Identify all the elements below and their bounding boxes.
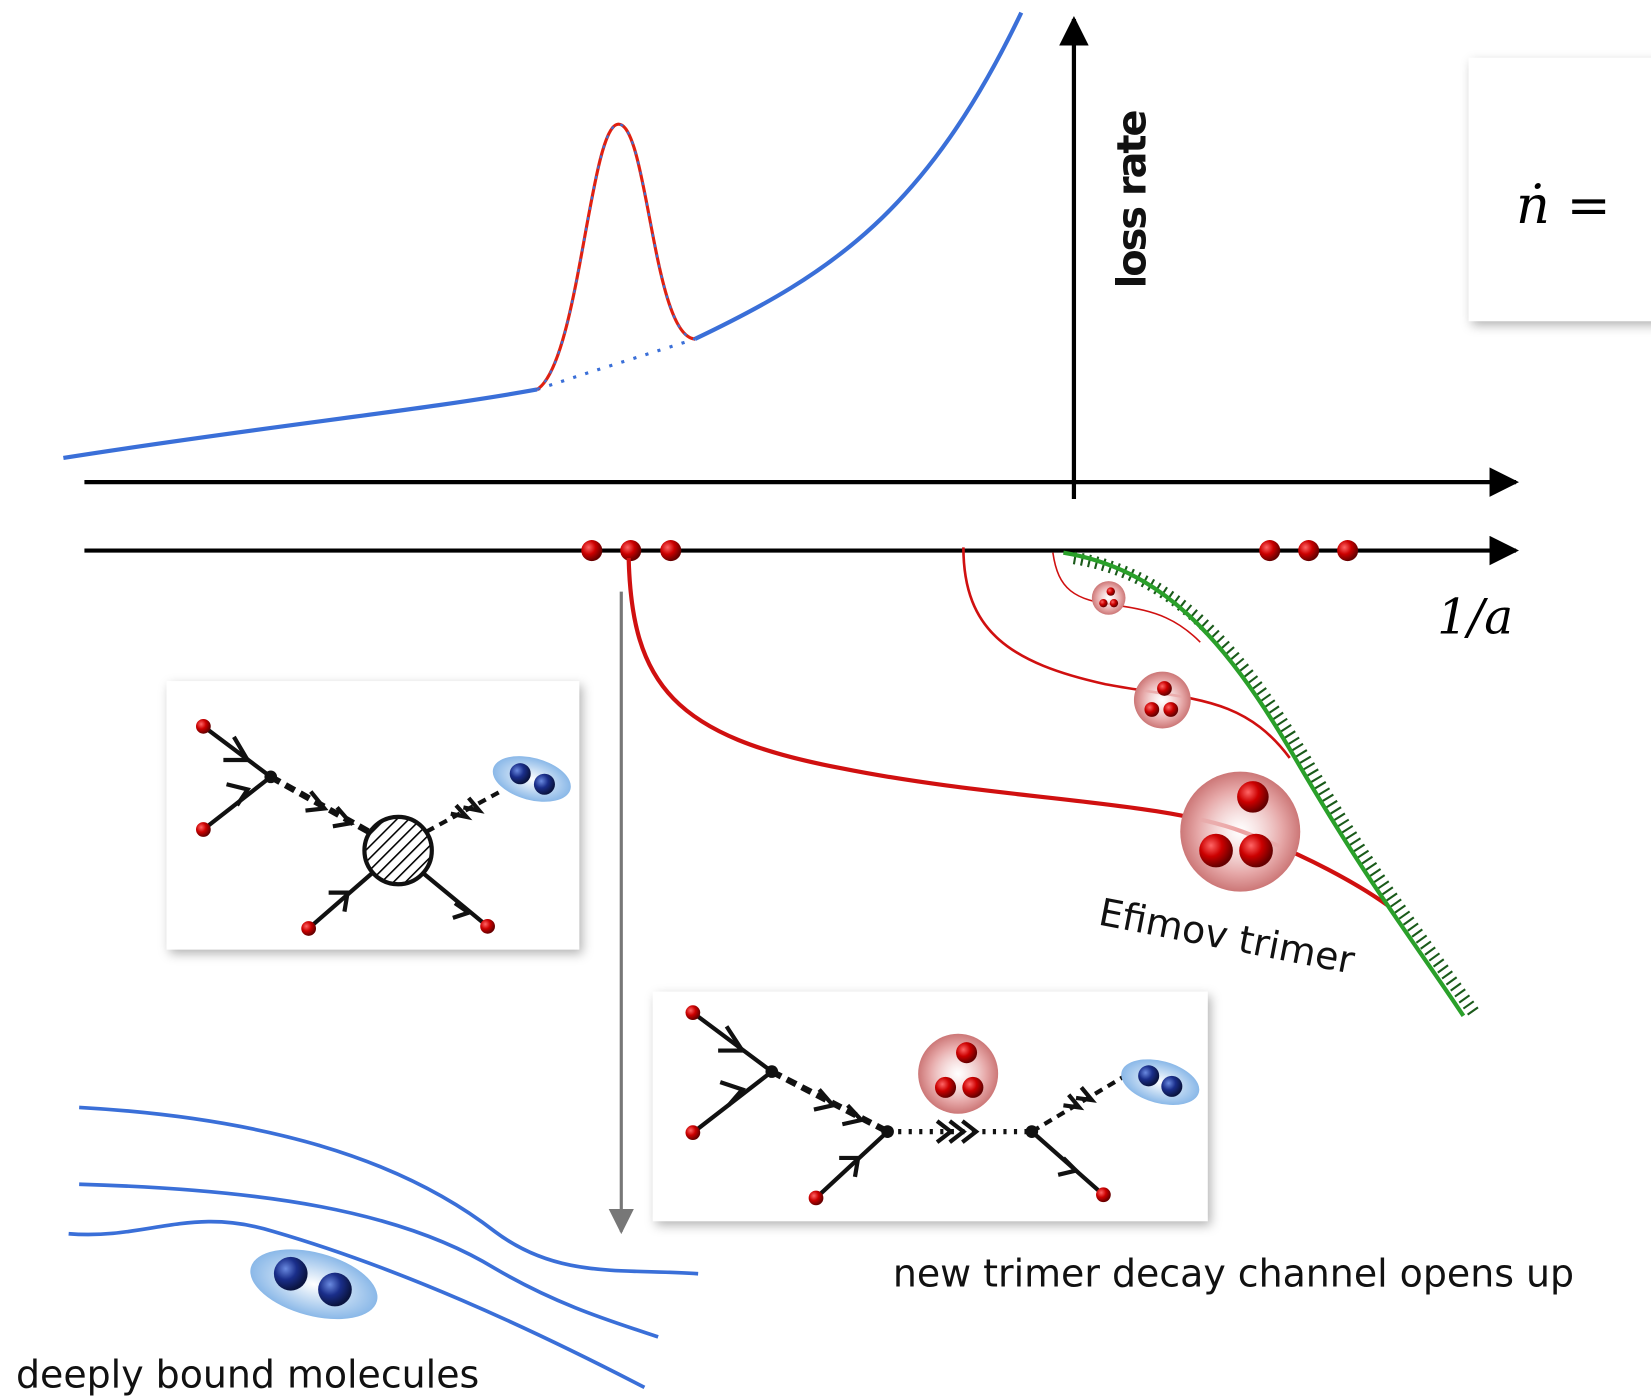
shape: [1157, 681, 1172, 696]
shape: [264, 770, 278, 784]
loss-curve-dotted: [536, 337, 696, 391]
molecule-label: deeply bound molecules: [16, 1352, 479, 1396]
shape: [691, 1010, 1130, 1200]
shape: [196, 718, 495, 936]
shape: [1109, 598, 1119, 608]
shape: [273, 1256, 308, 1291]
shape: [419, 869, 489, 928]
shape: [68, 1219, 646, 1390]
shape: [509, 763, 531, 785]
threshold: [1063, 550, 1466, 1017]
shape: [328, 890, 351, 912]
shape: [307, 870, 376, 931]
shape: [691, 1010, 774, 1074]
shape: [1106, 587, 1115, 596]
shape: [1138, 1065, 1160, 1087]
shape: [808, 1190, 824, 1206]
loss-curve: [694, 11, 1024, 341]
shape: [881, 1125, 894, 1138]
shape: [962, 1076, 984, 1098]
atoms: [581, 540, 1359, 562]
trimer-branch: [626, 557, 1389, 908]
shape: [362, 814, 434, 887]
axis-label: loss rate: [1110, 111, 1156, 289]
shape: [480, 918, 495, 934]
shape: [1030, 1071, 1130, 1134]
shape: [223, 735, 252, 807]
shape: [685, 1125, 701, 1141]
shape: [318, 1272, 352, 1307]
shape: [685, 1005, 1111, 1206]
shape: [765, 1065, 779, 1078]
shape: [718, 1025, 747, 1107]
molecule-levels: [68, 1105, 699, 1390]
shape: [814, 1130, 890, 1200]
channel-label: new trimer decay channel opens up: [893, 1251, 1574, 1295]
threshold-hatch: [1072, 551, 1480, 1017]
shape: [620, 540, 642, 562]
shape: [1237, 781, 1269, 813]
shape: [956, 1042, 978, 1064]
shape: [1133, 671, 1191, 729]
shape: [533, 773, 555, 795]
shape: [250, 1249, 378, 1320]
axis-label: 1/a: [1437, 590, 1513, 646]
trimer: [1091, 581, 1301, 892]
formula-box: [1468, 57, 1651, 322]
process-diagram: [166, 681, 580, 950]
shape: [1163, 702, 1179, 717]
shape: [1099, 598, 1108, 608]
shape: [196, 718, 211, 734]
shape: [1337, 540, 1359, 562]
resonance-peak: [536, 122, 696, 391]
loss-curve: [63, 387, 538, 460]
shape: [1161, 1075, 1183, 1097]
molecule: [250, 1249, 378, 1320]
shape: [1091, 581, 1126, 615]
shape: [202, 724, 502, 931]
shape: [1144, 702, 1160, 717]
shape: [660, 540, 682, 562]
shape: [79, 1105, 699, 1276]
shape: [79, 1182, 659, 1339]
shape: [301, 921, 317, 936]
shape: [813, 1088, 866, 1127]
shape: [770, 1068, 890, 1135]
shape: [1057, 1156, 1081, 1177]
shape: [1063, 1086, 1097, 1111]
shape: [685, 1005, 701, 1021]
shape: [1298, 540, 1320, 562]
shape: [1096, 1187, 1111, 1203]
shape: [1025, 1125, 1039, 1138]
shape: [935, 1119, 980, 1144]
shape: [450, 796, 485, 821]
shape: [305, 790, 355, 829]
shape: [1239, 833, 1273, 868]
shape: [918, 1033, 999, 1114]
shape: [1259, 540, 1281, 562]
shape: [166, 681, 580, 950]
shape: [652, 991, 1208, 1222]
formula: ṅ =: [1516, 175, 1611, 236]
shape: [581, 540, 603, 562]
shape: [196, 822, 211, 837]
shape: [839, 1155, 861, 1178]
shape: [452, 901, 474, 920]
shape: [202, 724, 273, 779]
trimer-label: Efimov trimer: [1095, 890, 1358, 983]
shape: [1199, 833, 1233, 868]
shape: [934, 1076, 957, 1098]
trimer-branch: [962, 547, 1291, 759]
process-diagram: [652, 991, 1208, 1222]
